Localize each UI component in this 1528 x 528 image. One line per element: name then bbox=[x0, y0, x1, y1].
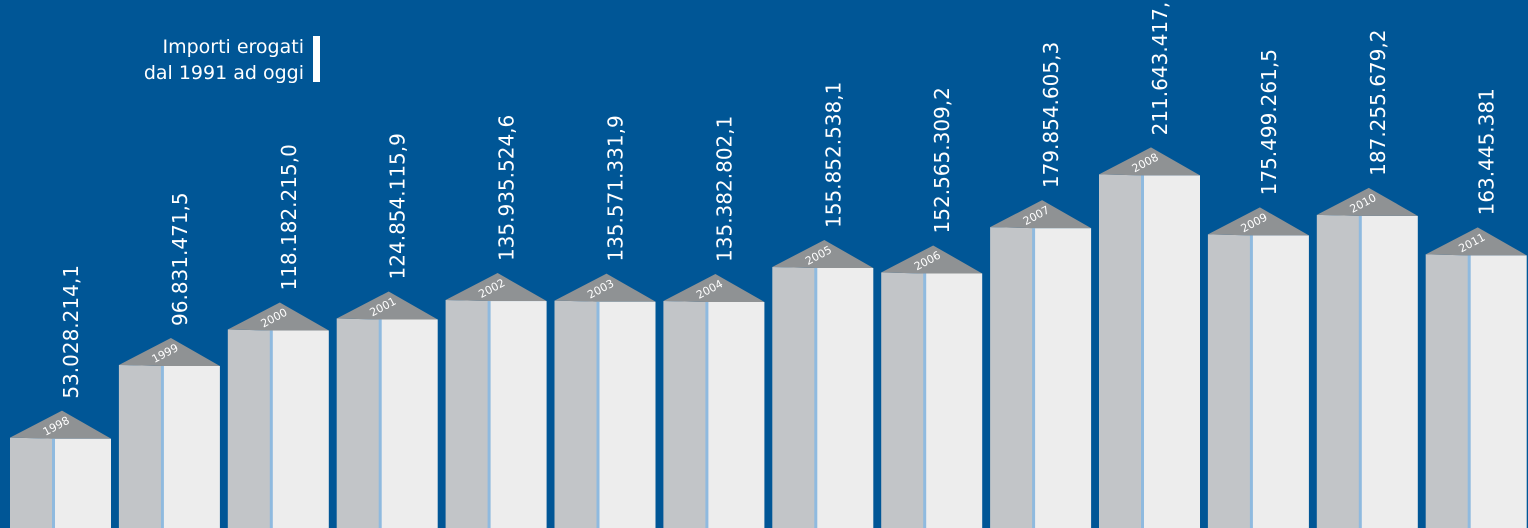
bar-side-2004 bbox=[663, 300, 707, 528]
bar-edge-2001 bbox=[378, 319, 382, 528]
value-label-1998: 53.028.214,1 bbox=[59, 265, 83, 399]
bar-side-2006 bbox=[881, 272, 925, 528]
bar-top-2007 bbox=[990, 200, 1092, 229]
bar-top-2008 bbox=[1099, 147, 1200, 176]
bar-edge-2000 bbox=[269, 330, 273, 528]
bar-front-2011 bbox=[1468, 255, 1527, 528]
bar-top-2011 bbox=[1425, 227, 1527, 256]
bar-front-2008 bbox=[1142, 175, 1200, 528]
bar-side-2002 bbox=[445, 300, 489, 528]
bar-side-2007 bbox=[990, 227, 1034, 528]
value-label-2005: 155.852.538,1 bbox=[821, 82, 845, 228]
bar-front-2002 bbox=[488, 301, 547, 528]
bar-side-2001 bbox=[336, 318, 380, 528]
value-label-2004: 135.382.802,1 bbox=[712, 116, 736, 262]
bar-top-2009 bbox=[1207, 207, 1309, 236]
bar-edge-2007 bbox=[1032, 228, 1036, 528]
bar-front-2007 bbox=[1033, 228, 1092, 528]
bar-top-2002 bbox=[445, 273, 547, 302]
legend: Importi erogati dal 1991 ad oggi bbox=[144, 36, 320, 84]
bar-edge-1998 bbox=[52, 438, 55, 528]
bar-top-1998 bbox=[10, 410, 111, 439]
bar-top-2003 bbox=[554, 273, 656, 302]
bar-top-2004 bbox=[663, 273, 765, 302]
bar-top-2000 bbox=[227, 302, 329, 331]
bar-front-2009 bbox=[1250, 235, 1309, 528]
value-label-2009: 175.499.261,5 bbox=[1257, 49, 1281, 195]
bar-side-1999 bbox=[118, 364, 162, 528]
bar-edge-2010 bbox=[1358, 215, 1362, 528]
value-label-2008: 211.643.417,1 bbox=[1148, 0, 1172, 135]
bar-top-2006 bbox=[881, 245, 983, 274]
bar-edge-2011 bbox=[1467, 255, 1471, 528]
bar-side-2005 bbox=[772, 266, 816, 528]
bar-front-2000 bbox=[270, 330, 329, 528]
legend-line-1: Importi erogati bbox=[162, 36, 304, 58]
value-label-2000: 118.182.215,0 bbox=[277, 144, 301, 290]
bar-front-2006 bbox=[924, 273, 983, 528]
value-label-1999: 96.831.471,5 bbox=[168, 192, 192, 326]
bar-side-2008 bbox=[1099, 174, 1142, 528]
value-label-2006: 152.565.309,2 bbox=[930, 87, 954, 233]
bar-front-2004 bbox=[706, 301, 765, 528]
value-label-2002: 135.935.524,6 bbox=[495, 115, 519, 261]
bar-front-2010 bbox=[1359, 215, 1418, 528]
bar-edge-2005 bbox=[814, 267, 818, 528]
bar-side-2009 bbox=[1207, 234, 1251, 528]
value-label-2011: 163.445.381 bbox=[1475, 88, 1499, 215]
bar-top-2010 bbox=[1316, 187, 1418, 216]
bar-front-1999 bbox=[161, 365, 220, 528]
bar-side-2010 bbox=[1316, 214, 1360, 528]
bar-edge-2009 bbox=[1249, 235, 1253, 528]
bar-edge-2002 bbox=[487, 301, 491, 528]
bar-front-2001 bbox=[379, 319, 438, 528]
bar-edge-2003 bbox=[596, 301, 600, 528]
bar-side-1998 bbox=[10, 437, 53, 528]
bar-front-2003 bbox=[597, 301, 656, 528]
value-label-2007: 179.854.605,3 bbox=[1039, 42, 1063, 188]
bar-edge-2004 bbox=[705, 301, 709, 528]
legend-line-2: dal 1991 ad oggi bbox=[144, 62, 304, 84]
bar-side-2011 bbox=[1425, 254, 1469, 528]
bar-front-2005 bbox=[815, 267, 874, 528]
bar-front-1998 bbox=[53, 438, 111, 528]
bar-top-2001 bbox=[336, 291, 438, 320]
bar-top-1999 bbox=[118, 337, 220, 366]
bar-edge-2008 bbox=[1141, 175, 1144, 528]
value-label-2001: 124.854.115,9 bbox=[386, 133, 410, 279]
bar-side-2003 bbox=[554, 300, 598, 528]
value-label-2003: 135.571.331,9 bbox=[604, 115, 628, 261]
bar-side-2000 bbox=[227, 329, 271, 528]
bar-top-2005 bbox=[772, 239, 874, 268]
legend-marker bbox=[313, 36, 320, 82]
value-label-2010: 187.255.679,2 bbox=[1366, 30, 1390, 176]
bar-edge-1999 bbox=[160, 365, 164, 528]
bar-edge-2006 bbox=[923, 273, 927, 528]
